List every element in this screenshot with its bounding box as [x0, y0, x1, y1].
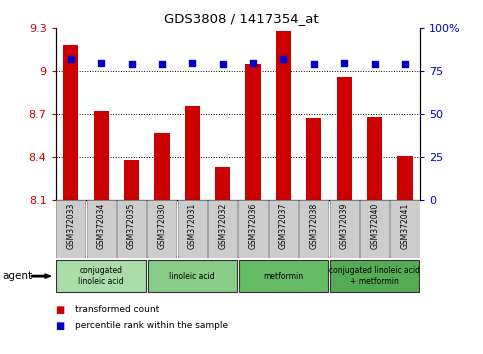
Text: GSM372032: GSM372032 [218, 203, 227, 249]
Bar [367, 117, 382, 200]
Text: transformed count: transformed count [75, 305, 159, 314]
Point [341, 60, 348, 65]
Bar [215, 167, 230, 200]
Bar [148, 260, 237, 292]
Bar [239, 200, 268, 258]
Bar [239, 260, 328, 292]
Text: ■: ■ [56, 305, 65, 315]
Point [67, 56, 74, 62]
Bar [330, 200, 359, 258]
Text: GSM372031: GSM372031 [188, 203, 197, 249]
Text: GSM372033: GSM372033 [66, 203, 75, 249]
Point [401, 62, 409, 67]
Bar [117, 200, 146, 258]
Point [128, 62, 135, 67]
Bar [269, 200, 298, 258]
Point [158, 62, 166, 67]
Bar [390, 200, 420, 258]
Bar [86, 200, 116, 258]
Point [249, 60, 257, 65]
Bar [276, 31, 291, 200]
Bar [94, 111, 109, 200]
Point [97, 60, 105, 65]
Bar [154, 133, 170, 200]
Text: agent: agent [2, 271, 32, 281]
Bar [306, 119, 322, 200]
Text: ■: ■ [56, 321, 65, 331]
Bar [208, 200, 237, 258]
Text: percentile rank within the sample: percentile rank within the sample [75, 321, 228, 330]
Text: GSM372039: GSM372039 [340, 203, 349, 249]
Point [219, 62, 227, 67]
Text: GDS3808 / 1417354_at: GDS3808 / 1417354_at [164, 12, 319, 25]
Bar [56, 200, 85, 258]
Text: metformin: metformin [263, 272, 303, 281]
Text: GSM372035: GSM372035 [127, 203, 136, 249]
Bar [330, 260, 419, 292]
Bar [360, 200, 389, 258]
Bar [337, 77, 352, 200]
Text: GSM372041: GSM372041 [400, 203, 410, 249]
Bar [124, 160, 139, 200]
Text: linoleic acid: linoleic acid [170, 272, 215, 281]
Text: GSM372034: GSM372034 [97, 203, 106, 249]
Bar [147, 200, 176, 258]
Bar [245, 64, 261, 200]
Text: conjugated linoleic acid
+ metformin: conjugated linoleic acid + metformin [329, 267, 420, 286]
Point [280, 56, 287, 62]
Text: GSM372040: GSM372040 [370, 203, 379, 249]
Bar [178, 200, 207, 258]
Text: GSM372037: GSM372037 [279, 203, 288, 249]
Bar [398, 156, 412, 200]
Text: conjugated
linoleic acid: conjugated linoleic acid [78, 267, 124, 286]
Text: GSM372036: GSM372036 [249, 203, 257, 249]
Bar [185, 105, 200, 200]
Point [371, 62, 379, 67]
Bar [299, 200, 328, 258]
Text: GSM372030: GSM372030 [157, 203, 167, 249]
Bar [57, 260, 146, 292]
Point [310, 62, 318, 67]
Text: GSM372038: GSM372038 [309, 203, 318, 249]
Point [188, 60, 196, 65]
Bar [63, 46, 78, 200]
